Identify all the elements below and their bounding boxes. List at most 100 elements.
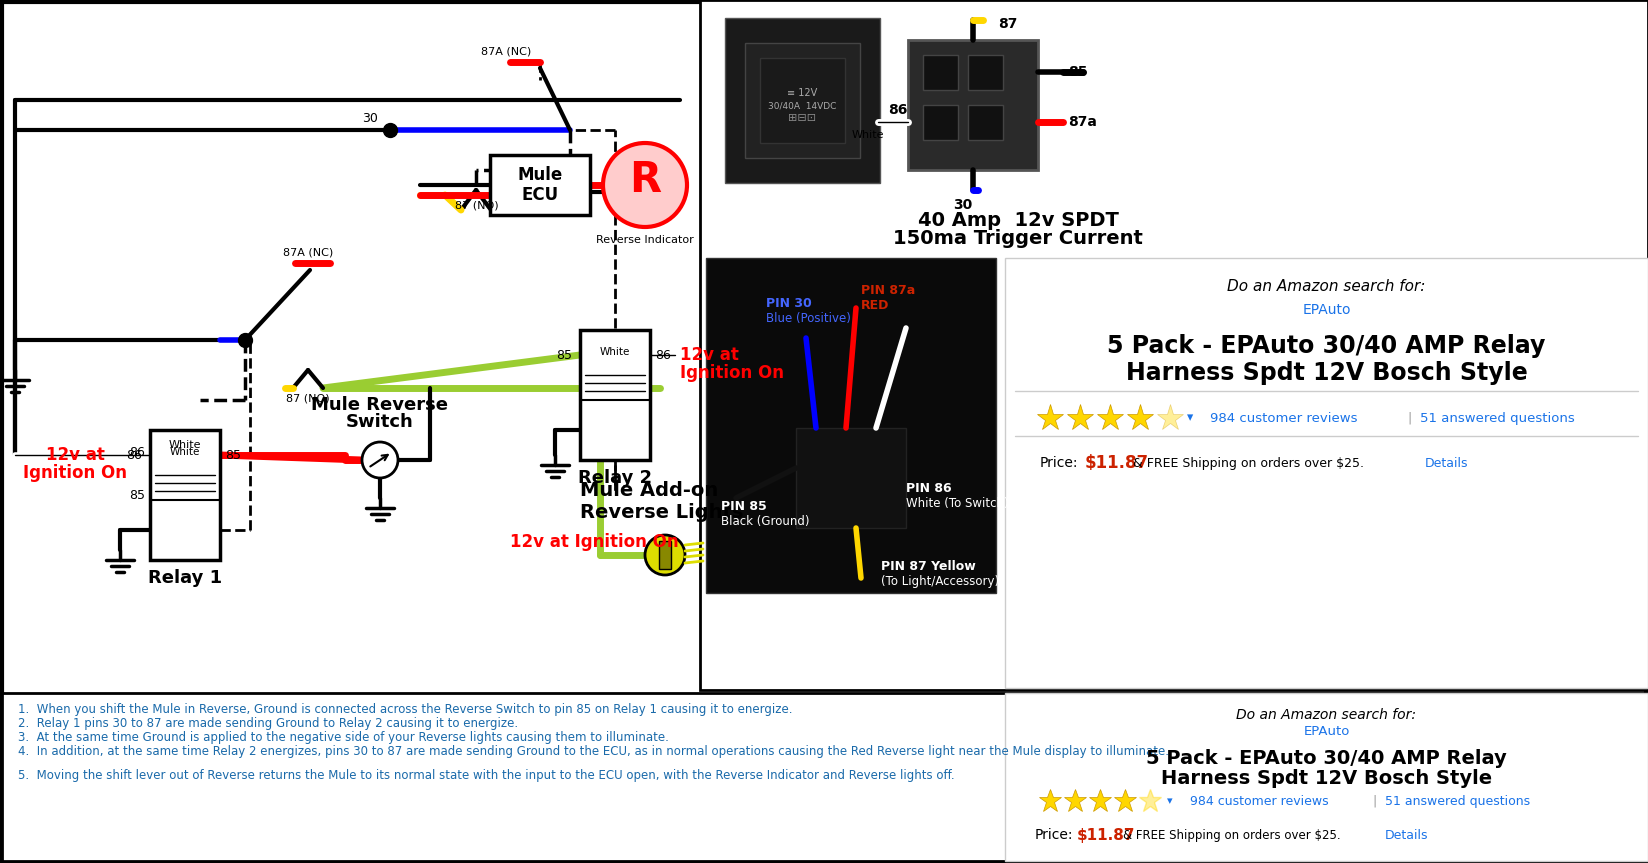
Bar	[659, 541, 671, 569]
Text: 86: 86	[888, 103, 908, 117]
Text: 984 customer reviews: 984 customer reviews	[1210, 412, 1358, 425]
Text: Relay 1: Relay 1	[148, 569, 222, 587]
Bar	[1005, 693, 1648, 861]
Bar	[1005, 258, 1648, 688]
Text: White (To Switch): White (To Switch)	[906, 496, 1009, 509]
Text: $11.87: $11.87	[1078, 828, 1135, 842]
Text: PIN 87 Yellow: PIN 87 Yellow	[882, 559, 976, 572]
Bar	[489, 155, 590, 215]
Bar	[760, 58, 845, 143]
Text: PIN 86: PIN 86	[906, 482, 951, 494]
Text: 3.  At the same time Ground is applied to the negative side of your Reverse ligh: 3. At the same time Ground is applied to…	[18, 731, 669, 744]
Text: 86: 86	[127, 449, 142, 462]
Text: |: |	[1407, 412, 1412, 425]
Text: |: |	[1373, 795, 1378, 808]
Text: Blue (Positive): Blue (Positive)	[766, 312, 850, 324]
Text: EPAuto: EPAuto	[1302, 303, 1351, 317]
Text: White: White	[600, 347, 630, 357]
Text: Reverse Indicator: Reverse Indicator	[597, 235, 694, 245]
Text: Reverse Lights: Reverse Lights	[580, 502, 743, 521]
Text: 85: 85	[555, 349, 572, 362]
Text: 85: 85	[1068, 65, 1088, 79]
Text: 150ma Trigger Current: 150ma Trigger Current	[893, 229, 1144, 248]
Text: & FREE Shipping on orders over $25.: & FREE Shipping on orders over $25.	[1122, 828, 1340, 841]
Text: 12v at: 12v at	[46, 446, 104, 464]
Bar	[580, 330, 649, 460]
Text: ≡ 12V: ≡ 12V	[788, 88, 817, 98]
Text: 30: 30	[363, 111, 377, 124]
Text: 40 Amp  12v SPDT: 40 Amp 12v SPDT	[918, 211, 1119, 230]
Text: 87a: 87a	[1068, 115, 1098, 129]
Text: Harness Spdt 12V Bosch Style: Harness Spdt 12V Bosch Style	[1160, 768, 1491, 788]
Bar	[150, 430, 219, 560]
Text: Ignition On: Ignition On	[681, 364, 784, 382]
Text: 86: 86	[654, 349, 671, 362]
Text: Mule Reverse: Mule Reverse	[311, 396, 448, 414]
Circle shape	[363, 442, 399, 478]
Text: Ignition On: Ignition On	[23, 464, 127, 482]
Text: 984 customer reviews: 984 customer reviews	[1190, 795, 1328, 808]
Text: 86: 86	[129, 445, 145, 458]
Text: PIN 87a: PIN 87a	[860, 284, 915, 297]
Text: Do an Amazon search for:: Do an Amazon search for:	[1236, 708, 1417, 722]
Bar	[967, 105, 1004, 140]
Bar	[705, 258, 995, 593]
Bar	[923, 55, 957, 90]
Text: 30/40A  14VDC: 30/40A 14VDC	[768, 102, 837, 110]
Text: Harness Spdt 12V Bosch Style: Harness Spdt 12V Bosch Style	[1126, 361, 1528, 385]
Text: 5 Pack - EPAuto 30/40 AMP Relay: 5 Pack - EPAuto 30/40 AMP Relay	[1107, 334, 1546, 358]
Bar	[796, 428, 906, 528]
Text: 85: 85	[226, 449, 241, 462]
Text: Price:: Price:	[1035, 828, 1073, 842]
Text: Price:: Price:	[1040, 456, 1078, 470]
Bar	[700, 0, 1648, 690]
Text: ▾: ▾	[1187, 412, 1193, 425]
Bar	[745, 43, 860, 158]
Circle shape	[644, 535, 686, 575]
Text: PIN 30: PIN 30	[766, 297, 812, 310]
Text: 87A (NC): 87A (NC)	[283, 247, 333, 257]
Text: Mule: Mule	[517, 166, 562, 184]
Text: Black (Ground): Black (Ground)	[720, 514, 809, 527]
Text: 85: 85	[129, 488, 145, 501]
Text: PIN 85: PIN 85	[720, 500, 766, 513]
Text: Relay 2: Relay 2	[578, 469, 653, 487]
Text: 1.  When you shift the Mule in Reverse, Ground is connected across the Reverse S: 1. When you shift the Mule in Reverse, G…	[18, 703, 793, 716]
Text: ⊞⊟⊡: ⊞⊟⊡	[788, 113, 816, 123]
Text: Switch: Switch	[346, 413, 414, 431]
Text: 30: 30	[954, 198, 972, 212]
Bar	[967, 55, 1004, 90]
Text: 51 answered questions: 51 answered questions	[1384, 795, 1529, 808]
Text: 4.  In addition, at the same time Relay 2 energizes, pins 30 to 87 are made send: 4. In addition, at the same time Relay 2…	[18, 745, 1168, 758]
Text: Do an Amazon search for:: Do an Amazon search for:	[1228, 279, 1426, 293]
Text: Mule Add-on: Mule Add-on	[580, 481, 719, 500]
Text: 87 (NO): 87 (NO)	[287, 393, 330, 403]
Text: & FREE Shipping on orders over $25.: & FREE Shipping on orders over $25.	[1132, 457, 1365, 469]
Text: ECU: ECU	[521, 186, 559, 204]
Text: 87A (NC): 87A (NC)	[481, 47, 531, 57]
Text: 51 answered questions: 51 answered questions	[1421, 412, 1575, 425]
Text: 87: 87	[999, 17, 1017, 31]
Bar	[725, 18, 880, 183]
Text: White: White	[170, 447, 199, 457]
Bar	[923, 105, 957, 140]
Text: $11.87: $11.87	[1084, 454, 1149, 472]
Text: 12v at: 12v at	[681, 346, 738, 364]
Text: RED: RED	[860, 299, 890, 312]
Text: Details: Details	[1384, 828, 1429, 841]
Bar	[908, 40, 1038, 170]
Bar	[2, 693, 1646, 861]
Text: 12v at Ignition On: 12v at Ignition On	[509, 533, 679, 551]
Text: White: White	[852, 130, 885, 140]
Text: Details: Details	[1426, 457, 1468, 469]
Text: 2.  Relay 1 pins 30 to 87 are made sending Ground to Relay 2 causing it to energ: 2. Relay 1 pins 30 to 87 are made sendin…	[18, 717, 517, 730]
Text: 87 (NO): 87 (NO)	[455, 200, 499, 210]
Text: R: R	[630, 159, 661, 201]
Text: White: White	[168, 440, 201, 450]
Text: EPAuto: EPAuto	[1304, 725, 1350, 738]
Circle shape	[603, 143, 687, 227]
Text: ▾: ▾	[1167, 796, 1173, 806]
Text: (To Light/Accessory): (To Light/Accessory)	[882, 575, 999, 588]
Text: 5 Pack - EPAuto 30/40 AMP Relay: 5 Pack - EPAuto 30/40 AMP Relay	[1145, 748, 1506, 767]
Text: 5.  Moving the shift lever out of Reverse returns the Mule to its normal state w: 5. Moving the shift lever out of Reverse…	[18, 769, 954, 782]
